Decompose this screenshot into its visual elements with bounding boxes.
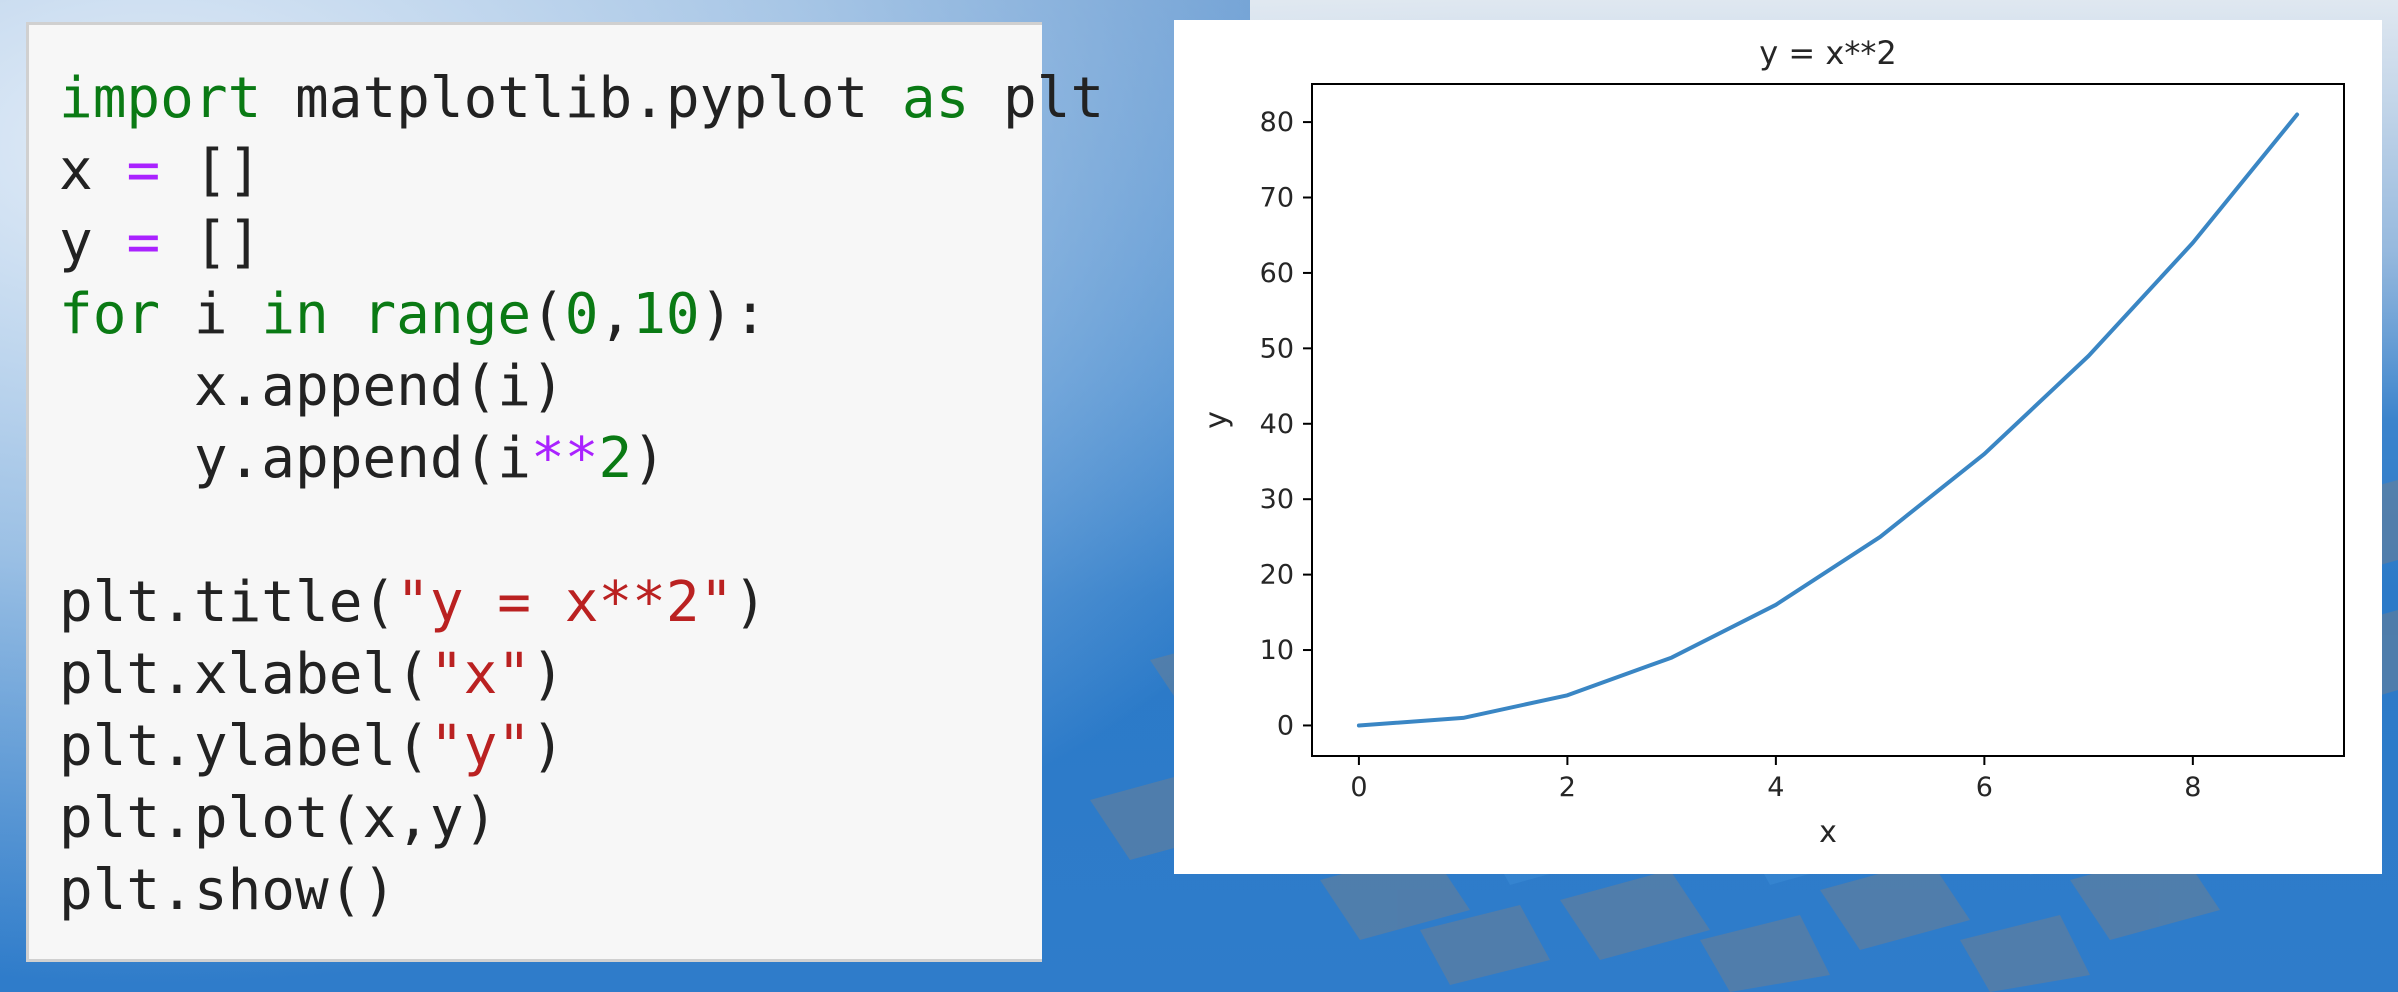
- code-token: y: [59, 210, 127, 275]
- code-token: ): [531, 714, 565, 779]
- code-token: 10: [632, 282, 700, 347]
- code-cell: import matplotlib.pyplot as plt x = [] y =…: [26, 22, 1104, 962]
- code-token: x: [59, 138, 127, 203]
- y-tick-label: 30: [1260, 484, 1294, 515]
- code-token: "y": [429, 714, 532, 779]
- code-token: x.append(i): [59, 354, 565, 419]
- code-token: plt: [969, 66, 1105, 131]
- code-line: y = []: [59, 207, 1104, 279]
- code-block: import matplotlib.pyplot as plt x = [] y =…: [59, 63, 1104, 927]
- code-line: x.append(i): [59, 351, 1104, 423]
- code-token: as: [901, 66, 970, 131]
- code-token: plt.plot(x,y): [59, 786, 498, 851]
- code-token: plt.ylabel(: [59, 714, 430, 779]
- code-token: (: [531, 282, 565, 347]
- y-axis-label: y: [1199, 411, 1234, 429]
- code-line: plt.ylabel("y"): [59, 711, 1104, 783]
- code-token: matplotlib.pyplot: [261, 66, 902, 131]
- code-line: plt.plot(x,y): [59, 783, 1104, 855]
- code-token: =: [126, 138, 161, 203]
- code-token: plt.show(): [59, 858, 397, 923]
- code-line: plt.title("y = x**2"): [59, 567, 1104, 639]
- y-tick-label: 80: [1260, 107, 1294, 138]
- code-token: range: [362, 282, 532, 347]
- x-tick-label: 0: [1350, 772, 1367, 803]
- y-tick-label: 0: [1277, 710, 1294, 741]
- code-line: [59, 495, 1104, 567]
- y-tick-label: 60: [1260, 258, 1294, 289]
- code-token: []: [160, 138, 262, 203]
- plot-frame: [1311, 83, 2345, 757]
- code-token: ,: [598, 282, 633, 347]
- code-token: 0: [564, 282, 599, 347]
- code-token: "x": [429, 642, 532, 707]
- x-tick-label: 6: [1976, 772, 1993, 803]
- y-tick-label: 50: [1260, 333, 1294, 364]
- code-line: plt.show(): [59, 855, 1104, 927]
- code-token: i: [160, 282, 262, 347]
- x-tick-label: 4: [1767, 772, 1784, 803]
- code-token: "y = x**2": [396, 570, 734, 635]
- series-line: [1356, 112, 2300, 728]
- code-token: []: [160, 210, 262, 275]
- code-line: import matplotlib.pyplot as plt: [59, 63, 1104, 135]
- code-line: x = []: [59, 135, 1104, 207]
- code-line: for i in range(0,10):: [59, 279, 1104, 351]
- y-tick-label: 10: [1260, 635, 1294, 666]
- code-token: plt.title(: [59, 570, 397, 635]
- code-token: import: [59, 66, 262, 131]
- code-token: 2: [598, 426, 633, 491]
- code-token: for: [59, 282, 161, 347]
- code-line: plt.xlabel("x"): [59, 639, 1104, 711]
- code-token: in: [261, 282, 329, 347]
- code-token: =: [126, 210, 161, 275]
- x-axis-label: x: [1819, 815, 1837, 850]
- x-tick-label: 2: [1559, 772, 1576, 803]
- code-token: ):: [699, 282, 768, 347]
- plot-output: y = x**2 0 2 4 6 8 0 10 20 30 40 50 60 70 80 x y: [1174, 20, 2382, 874]
- code-token: plt.xlabel(: [59, 642, 430, 707]
- code-token: ): [531, 642, 565, 707]
- y-tick-label: 40: [1260, 409, 1294, 440]
- code-token: [329, 282, 363, 347]
- chart-title: y = x**2: [1759, 34, 1896, 72]
- code-token: y.append(i: [59, 426, 532, 491]
- code-token: ): [632, 426, 666, 491]
- y-tick-label: 70: [1260, 183, 1294, 214]
- code-token: **: [531, 426, 599, 491]
- code-token: ): [733, 570, 768, 635]
- y-tick-label: 20: [1260, 560, 1294, 591]
- x-tick-label: 8: [2184, 772, 2201, 803]
- code-line: y.append(i**2): [59, 423, 1104, 495]
